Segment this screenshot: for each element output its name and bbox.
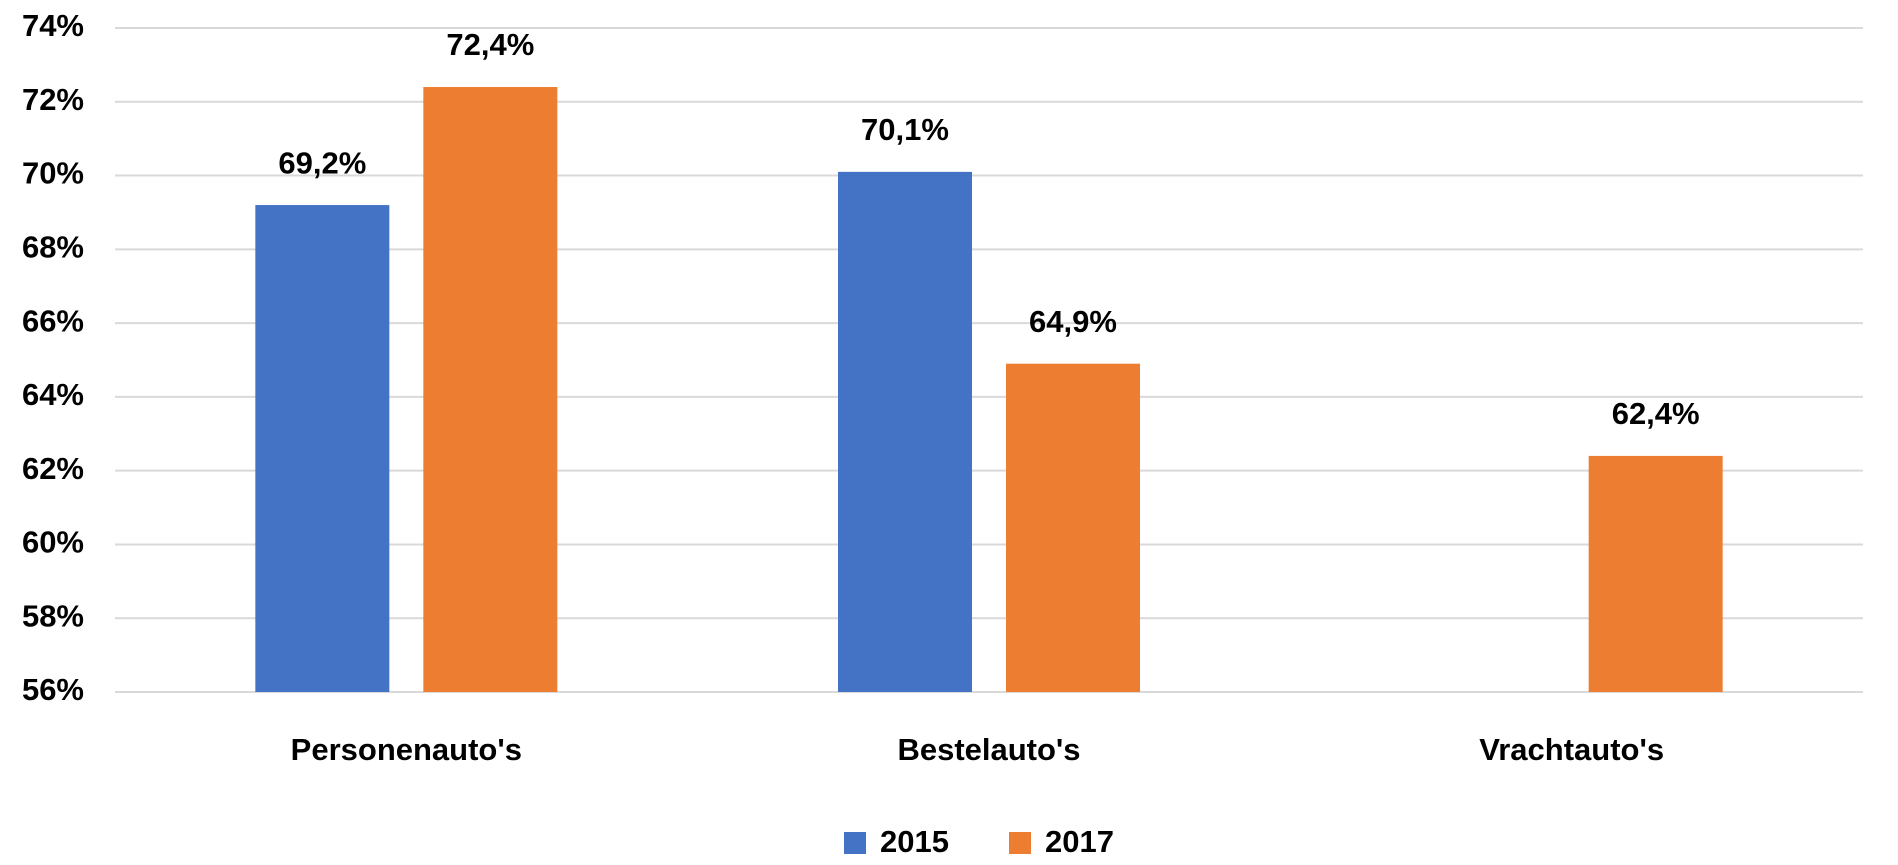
x-tick-label: Personenauto's	[291, 732, 522, 767]
value-label: 64,9%	[1029, 304, 1117, 339]
y-tick-label: 66%	[22, 303, 84, 338]
y-tick-label: 70%	[22, 156, 84, 191]
y-tick-label: 64%	[22, 377, 84, 412]
value-label: 72,4%	[446, 27, 534, 62]
y-tick-label: 72%	[22, 82, 84, 117]
value-label: 70,1%	[861, 112, 949, 147]
x-tick-label: Vrachtauto's	[1479, 732, 1664, 767]
y-tick-label: 58%	[22, 598, 84, 633]
y-tick-label: 74%	[22, 8, 84, 43]
bar	[1006, 363, 1140, 692]
legend-swatch	[844, 832, 866, 854]
legend-label: 2015	[880, 824, 949, 859]
y-tick-label: 60%	[22, 525, 84, 560]
bar	[838, 171, 972, 692]
y-tick-label: 56%	[22, 672, 84, 707]
value-label: 69,2%	[278, 145, 366, 180]
legend-swatch	[1009, 832, 1031, 854]
bar	[255, 205, 390, 693]
bar	[1588, 455, 1723, 692]
value-label: 62,4%	[1612, 396, 1700, 431]
bar	[423, 87, 558, 693]
y-tick-label: 68%	[22, 230, 84, 265]
y-tick-label: 62%	[22, 451, 84, 486]
legend-label: 2017	[1045, 824, 1114, 859]
x-tick-label: Bestelauto's	[897, 732, 1080, 767]
